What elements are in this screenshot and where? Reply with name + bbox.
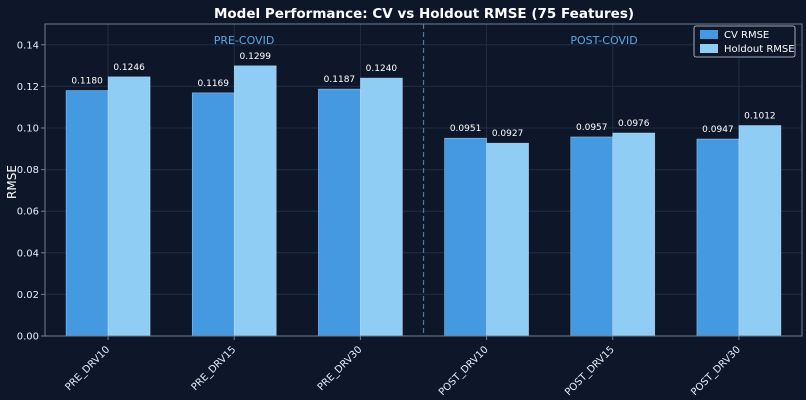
bar-cv-rmse-post-drv10 — [444, 137, 487, 337]
bar-holdout-rmse-pre-drv15 — [233, 65, 277, 337]
data-label-cv-rmse: 0.1180 — [71, 77, 103, 87]
y-tick-label: 0.14 — [17, 40, 39, 51]
legend-label-holdout-rmse: Holdout RMSE — [724, 44, 795, 55]
data-label-cv-rmse: 0.0947 — [702, 125, 734, 135]
y-tick-label: 0.00 — [17, 332, 39, 343]
bar-holdout-rmse-post-drv15 — [612, 132, 656, 337]
bar-holdout-rmse-pre-drv10 — [107, 76, 151, 337]
legend-swatch-holdout-rmse — [700, 44, 718, 53]
bar-holdout-rmse-pre-drv30 — [360, 77, 403, 337]
bar-cv-rmse-pre-drv10 — [65, 90, 109, 337]
legend-label-cv-rmse: CV RMSE — [724, 30, 769, 41]
data-label-cv-rmse: 0.1169 — [198, 79, 230, 89]
bar-cv-rmse-post-drv30 — [696, 138, 740, 337]
y-tick-label: 0.08 — [17, 165, 39, 176]
data-label-holdout-rmse: 0.0927 — [492, 129, 524, 139]
data-label-cv-rmse: 0.1187 — [324, 75, 356, 85]
y-tick-label: 0.04 — [17, 248, 39, 259]
y-tick-label: 0.12 — [17, 82, 39, 93]
bar-layer — [65, 24, 782, 337]
data-label-holdout-rmse: 0.1246 — [113, 63, 145, 73]
post-covid-annotation: POST-COVID — [570, 34, 637, 47]
data-label-cv-rmse: 0.0957 — [576, 123, 608, 133]
data-label-holdout-rmse: 0.0976 — [618, 119, 650, 129]
data-label-holdout-rmse: 0.1299 — [240, 52, 272, 62]
legend-swatch-cv-rmse — [700, 30, 718, 39]
label-layer: 0.1180 0.1246 0.1169 0.1299 0.1187 0.1240 0.09… — [71, 52, 775, 139]
data-label-cv-rmse: 0.0951 — [450, 124, 482, 134]
bar-cv-rmse-pre-drv15 — [191, 92, 235, 337]
data-label-holdout-rmse: 0.1240 — [366, 64, 398, 74]
chart-title: Model Performance: CV vs Holdout RMSE (7… — [214, 6, 634, 22]
y-axis-label: RMSE — [5, 165, 19, 199]
bar-cv-rmse-pre-drv30 — [318, 88, 361, 337]
bar-holdout-rmse-post-drv10 — [486, 142, 529, 337]
legend: CV RMSE Holdout RMSE — [693, 25, 796, 58]
pre-covid-annotation: PRE-COVID — [214, 34, 275, 47]
y-tick-label: 0.06 — [17, 207, 39, 218]
bar-cv-rmse-post-drv15 — [570, 136, 614, 337]
y-tick-label: 0.10 — [17, 124, 39, 135]
plot-frame — [44, 23, 803, 337]
bar-holdout-rmse-post-drv30 — [738, 125, 782, 337]
data-label-holdout-rmse: 0.1012 — [744, 112, 776, 122]
legend-box — [693, 25, 796, 58]
y-tick-label: 0.02 — [17, 290, 39, 301]
